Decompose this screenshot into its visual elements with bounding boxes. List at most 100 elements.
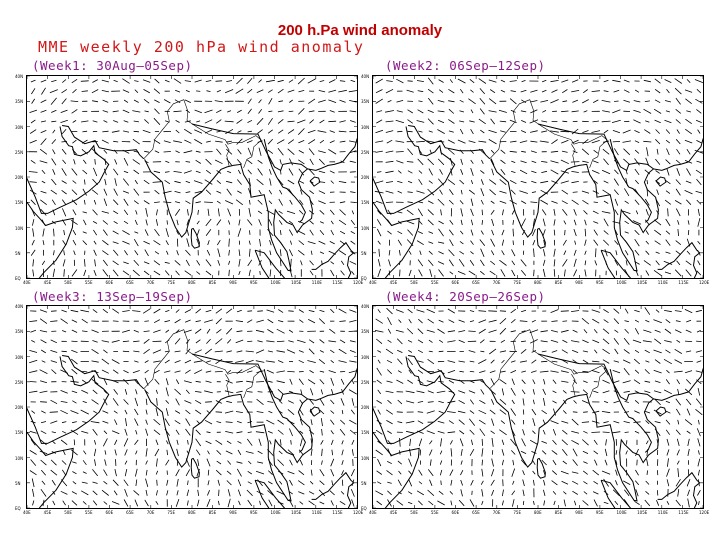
coastline bbox=[537, 123, 654, 172]
longitude-label: 55E bbox=[430, 280, 439, 285]
latitude-label: 10N bbox=[361, 455, 370, 461]
latitude-label: 35N bbox=[361, 329, 370, 335]
latitude-label: 25N bbox=[361, 149, 370, 155]
longitude-label: 80E bbox=[188, 280, 196, 285]
coastline bbox=[190, 457, 200, 479]
longitude-label: 75E bbox=[513, 510, 521, 515]
longitude-label: 60E bbox=[105, 510, 114, 515]
longitude-label: 90E bbox=[229, 280, 237, 285]
latitude-label: 35N bbox=[15, 99, 24, 105]
longitude-label: 70E bbox=[146, 280, 155, 285]
longitude-label: 40E bbox=[369, 280, 377, 285]
latitude-label: 40N bbox=[361, 74, 370, 79]
longitude-label: 65E bbox=[472, 510, 480, 515]
latitude-label: 20N bbox=[361, 175, 370, 180]
longitude-label: 50E bbox=[64, 510, 72, 515]
latitude-label: 40N bbox=[361, 304, 370, 309]
longitude-label: 75E bbox=[513, 280, 521, 285]
latitude-label: 5N bbox=[15, 250, 21, 256]
longitude-label: 50E bbox=[64, 280, 72, 285]
longitude-label: 85E bbox=[208, 510, 217, 515]
longitude-label: 45E bbox=[389, 510, 398, 515]
longitude-label: 120E bbox=[699, 510, 710, 515]
longitude-label: 100E bbox=[270, 510, 281, 515]
latitude-label: 35N bbox=[361, 99, 370, 105]
latitude-label: 5N bbox=[361, 480, 367, 486]
coastline bbox=[657, 471, 701, 508]
latitude-label: 35N bbox=[15, 329, 24, 335]
longitude-label: 120E bbox=[699, 280, 710, 285]
coastline bbox=[536, 227, 546, 249]
coastline bbox=[657, 241, 701, 278]
longitude-label: 70E bbox=[492, 280, 501, 285]
latitude-label: 15N bbox=[15, 200, 24, 206]
coastline bbox=[191, 123, 308, 172]
longitude-label: 55E bbox=[430, 510, 439, 515]
longitude-label: 80E bbox=[534, 510, 542, 515]
latitude-label: 25N bbox=[15, 149, 24, 155]
latitude-label: 30N bbox=[361, 354, 370, 360]
map-panel-week2: 40N 35N 30N 25N 20N 15N 10N 5N EQ 40E 45E 50E 55E 60E… bbox=[361, 74, 709, 285]
week3-label: (Week3: 13Sep—19Sep) bbox=[32, 289, 193, 304]
coastline bbox=[263, 138, 306, 223]
latitude-label: 30N bbox=[361, 124, 370, 130]
longitude-label: 95E bbox=[249, 280, 258, 285]
longitude-label: 115E bbox=[678, 280, 689, 285]
latitude-label: 5N bbox=[361, 250, 367, 256]
longitude-label: 90E bbox=[575, 510, 583, 515]
longitude-label: 60E bbox=[451, 510, 460, 515]
coastline bbox=[571, 374, 576, 396]
coastline bbox=[254, 249, 286, 278]
coastline bbox=[62, 125, 145, 160]
coastline bbox=[571, 144, 576, 166]
coastline bbox=[373, 202, 420, 278]
week2-label: (Week2: 06Sep—12Sep) bbox=[385, 58, 546, 73]
longitude-label: 45E bbox=[43, 510, 52, 515]
longitude-label: 60E bbox=[105, 280, 114, 285]
latitude-label: EQ bbox=[15, 506, 21, 511]
longitude-label: 65E bbox=[472, 280, 480, 285]
longitude-label: 105E bbox=[291, 280, 302, 285]
coastline bbox=[144, 137, 357, 272]
latitude-label: 5N bbox=[15, 480, 21, 486]
latitude-label: EQ bbox=[15, 276, 21, 281]
longitude-label: 40E bbox=[23, 510, 31, 515]
coastline bbox=[254, 479, 286, 508]
longitude-label: 60E bbox=[451, 280, 460, 285]
coastline bbox=[408, 125, 491, 160]
coastline bbox=[609, 138, 652, 223]
longitude-label: 120E bbox=[353, 510, 364, 515]
coastline bbox=[489, 329, 608, 399]
latitude-label: 20N bbox=[361, 405, 370, 410]
coastline bbox=[537, 353, 654, 402]
wind-vector-field bbox=[374, 307, 703, 508]
latitude-label: EQ bbox=[361, 506, 367, 511]
latitude-label: 10N bbox=[15, 225, 24, 231]
coastline bbox=[27, 126, 110, 214]
longitude-label: 105E bbox=[291, 510, 302, 515]
latitude-label: 10N bbox=[361, 225, 370, 231]
longitude-label: 105E bbox=[637, 510, 648, 515]
latitude-label: 30N bbox=[15, 354, 24, 360]
coastline bbox=[655, 406, 667, 417]
coastline bbox=[373, 126, 456, 214]
wind-vector-field bbox=[28, 77, 357, 278]
longitude-label: 50E bbox=[410, 280, 418, 285]
wind-map bbox=[27, 76, 357, 278]
longitude-label: 65E bbox=[126, 510, 134, 515]
longitude-label: 95E bbox=[249, 510, 258, 515]
coastline bbox=[609, 368, 652, 453]
longitude-label: 85E bbox=[554, 510, 563, 515]
longitude-label: 90E bbox=[229, 510, 237, 515]
coastline bbox=[490, 137, 703, 272]
longitude-label: 95E bbox=[595, 280, 604, 285]
longitude-label: 75E bbox=[167, 510, 175, 515]
latitude-label: 15N bbox=[361, 200, 370, 206]
coastline bbox=[191, 353, 308, 402]
longitude-label: 115E bbox=[678, 510, 689, 515]
coastline bbox=[309, 406, 321, 417]
map-panel-week1: 40N 35N 30N 25N 20N 15N 10N 5N EQ 40E 45E 50E 55E 60E… bbox=[15, 74, 363, 285]
coastline bbox=[309, 176, 321, 187]
coastline bbox=[655, 176, 667, 187]
longitude-label: 120E bbox=[353, 280, 364, 285]
